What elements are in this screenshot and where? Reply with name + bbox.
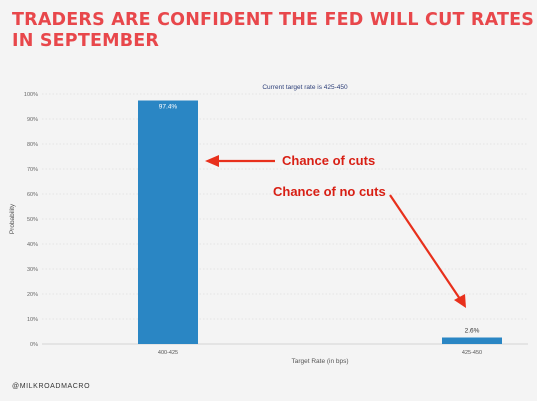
headline-line-1: TRADERS ARE CONFIDENT THE FED WILL CUT R…: [12, 10, 535, 30]
x-tick-label: 425-450: [462, 350, 482, 356]
x-tick-label: 400-425: [158, 350, 178, 356]
x-axis-ticks: 400-425 425-450: [158, 350, 482, 356]
y-tick-label: 30%: [27, 267, 38, 273]
credit: @MILKROADMACRO: [12, 383, 91, 390]
y-tick-label: 60%: [27, 192, 38, 198]
headline-line-2: IN SEPTEMBER: [12, 31, 160, 51]
y-axis-title: Probability: [9, 203, 16, 234]
y-tick-label: 90%: [27, 117, 38, 123]
y-tick-label: 50%: [27, 217, 38, 223]
chart-title: Current target rate is 425-450: [262, 84, 348, 91]
y-tick-label: 20%: [27, 292, 38, 298]
annotation-cuts: Chance of cuts: [282, 153, 375, 168]
y-axis-ticks: 0% 10% 20% 30% 40% 50% 60% 70% 80% 90% 100%: [24, 92, 38, 348]
data-label-425-450: 2.6%: [465, 328, 480, 335]
y-tick-label: 0%: [30, 342, 38, 348]
annotation-no-cuts: Chance of no cuts: [273, 184, 386, 199]
y-tick-label: 100%: [24, 92, 38, 98]
bars: 97.4% 2.6%: [138, 100, 502, 344]
y-tick-label: 70%: [27, 167, 38, 173]
data-label-400-425: 97.4%: [159, 104, 178, 111]
grid-lines: [42, 93, 528, 320]
cuts-arrow-head: [205, 155, 219, 167]
no-cuts-arrow-shaft: [389, 194, 461, 300]
y-tick-label: 10%: [27, 317, 38, 323]
bar-400-425: [138, 100, 198, 344]
no-cuts-arrow-head: [454, 294, 466, 308]
y-tick-label: 40%: [27, 242, 38, 248]
y-tick-label: 80%: [27, 142, 38, 148]
headline: TRADERS ARE CONFIDENT THE FED WILL CUT R…: [12, 10, 534, 52]
bar-425-450: [442, 337, 502, 344]
x-axis-title: Target Rate (in bps): [291, 358, 348, 365]
